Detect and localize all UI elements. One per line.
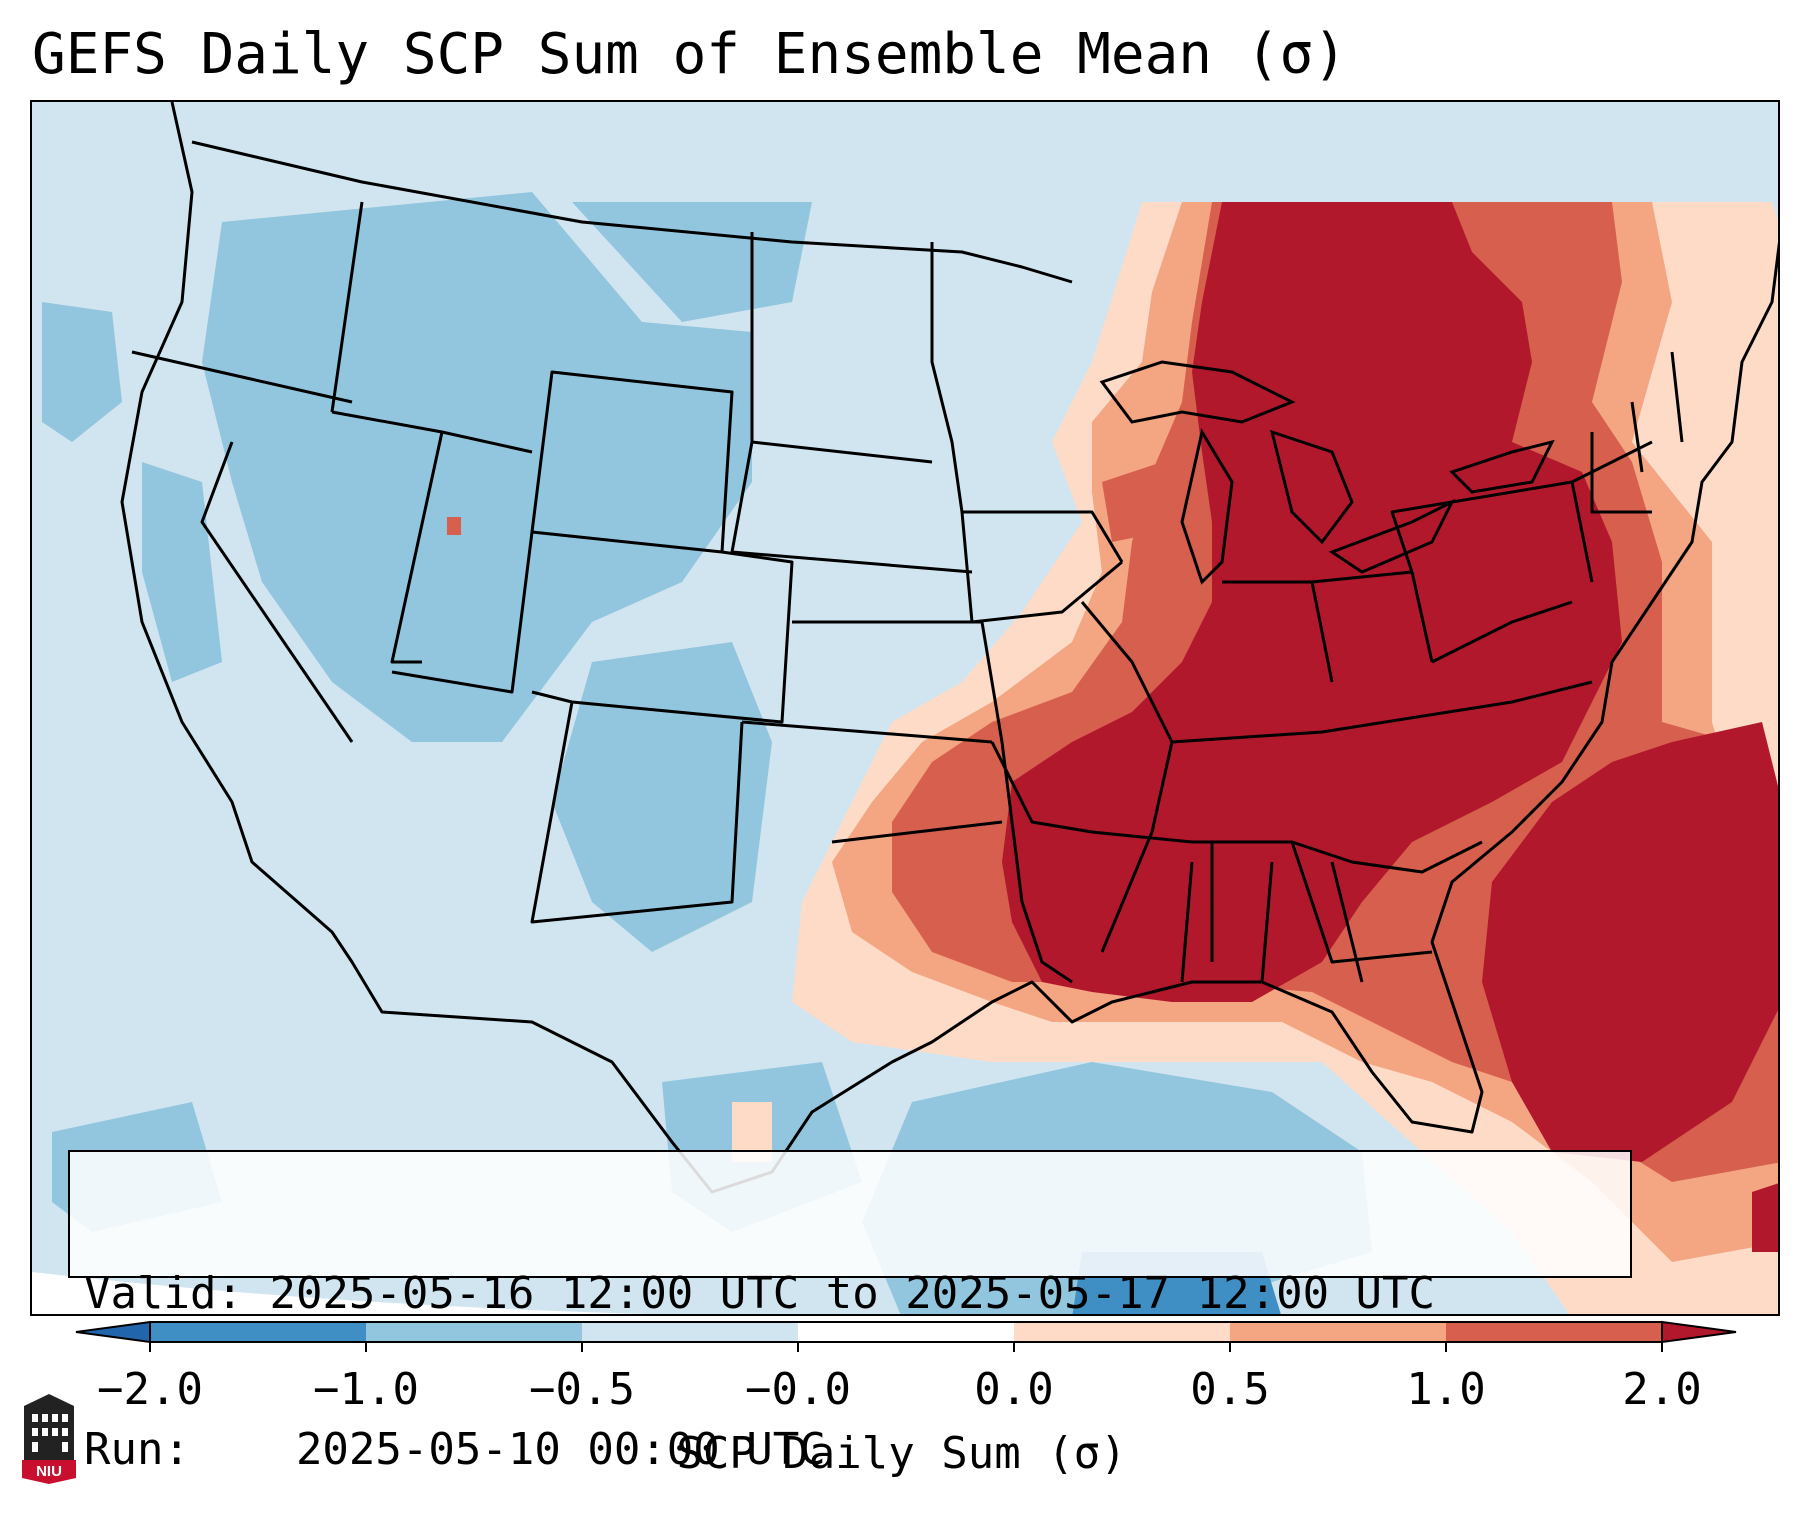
colorbar-bin-4 — [798, 1322, 1014, 1342]
map-panel — [30, 100, 1780, 1316]
colorbar-bin-2 — [366, 1322, 582, 1342]
colorbar-tick-label: 2.0 — [1622, 1364, 1702, 1415]
colorbar-bin-5 — [1014, 1322, 1230, 1342]
valid-line: Valid: 2025-05-16 12:00 UTC to 2025-05-1… — [84, 1268, 1630, 1320]
svg-text:NIU: NIU — [36, 1463, 62, 1480]
valid-label: Valid: — [84, 1268, 243, 1319]
valid-run-info-box: Valid: 2025-05-16 12:00 UTC to 2025-05-1… — [68, 1150, 1632, 1475]
colorbar-tick-label: 0.0 — [974, 1364, 1054, 1415]
run-label: Run: — [84, 1424, 190, 1475]
colorbar-tick-label: 0.5 — [1190, 1364, 1270, 1415]
state-borders — [120, 102, 1778, 1194]
colorbar-bin-3 — [582, 1322, 798, 1342]
colorbar-tick-label: −1.0 — [313, 1364, 419, 1415]
canada-border — [191, 140, 1073, 284]
colorbar-tick-label: −0.0 — [745, 1364, 851, 1415]
colorbar — [0, 1316, 1803, 1376]
great-lakes — [1099, 360, 1555, 585]
chart-title: GEFS Daily SCP Sum of Ensemble Mean (σ) — [32, 22, 1347, 87]
colorbar-over-arrow — [1661, 1320, 1737, 1344]
us-outline — [120, 102, 1778, 1194]
colorbar-label: SCP Daily Sum (σ) — [676, 1428, 1127, 1479]
run-line: Run: 2025-05-10 00:00 UTC — [84, 1424, 1630, 1476]
colorbar-bin-6 — [1230, 1322, 1446, 1342]
colorbar-tick-label: 1.0 — [1406, 1364, 1486, 1415]
run-value: 2025-05-10 00:00 UTC — [295, 1424, 826, 1475]
colorbar-bin-1 — [150, 1322, 366, 1342]
colorbar-tick-label: −2.0 — [97, 1364, 203, 1415]
positive-anomaly-over-20 — [1002, 202, 1778, 1252]
niu-logo: NIU — [20, 1392, 78, 1484]
valid-value: 2025-05-16 12:00 UTC to 2025-05-17 12:00… — [269, 1268, 1436, 1319]
colorbar-tick-label: −0.5 — [529, 1364, 635, 1415]
colorbar-under-arrow — [75, 1320, 151, 1344]
colorbar-bin-7 — [1446, 1322, 1662, 1342]
